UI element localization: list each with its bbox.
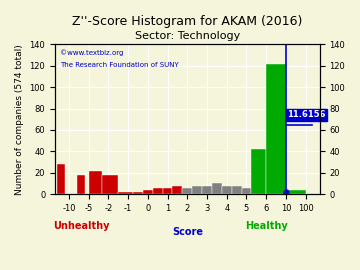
Bar xyxy=(118,192,133,194)
Bar xyxy=(57,164,65,194)
Bar xyxy=(163,188,172,194)
Bar xyxy=(172,185,183,194)
Bar xyxy=(89,171,102,194)
Bar xyxy=(192,185,202,194)
Title: Z''-Score Histogram for AKAM (2016): Z''-Score Histogram for AKAM (2016) xyxy=(72,15,302,28)
Text: Unhealthy: Unhealthy xyxy=(53,221,110,231)
Bar xyxy=(251,149,266,194)
Bar xyxy=(102,175,118,194)
Text: The Research Foundation of SUNY: The Research Foundation of SUNY xyxy=(60,62,179,68)
Bar xyxy=(242,188,251,194)
Bar xyxy=(143,190,153,194)
Bar xyxy=(286,190,306,194)
Bar xyxy=(202,185,212,194)
Y-axis label: Number of companies (574 total): Number of companies (574 total) xyxy=(15,44,24,195)
Bar xyxy=(133,192,143,194)
Text: Sector: Technology: Sector: Technology xyxy=(135,31,240,42)
Bar xyxy=(212,183,222,194)
Bar xyxy=(153,188,163,194)
Bar xyxy=(232,185,242,194)
Text: ©www.textbiz.org: ©www.textbiz.org xyxy=(60,49,124,56)
Text: Healthy: Healthy xyxy=(245,221,288,231)
Bar xyxy=(77,175,85,194)
Bar xyxy=(183,188,192,194)
Text: 11.6156: 11.6156 xyxy=(287,110,326,119)
Bar xyxy=(222,185,232,194)
Bar xyxy=(266,64,286,194)
X-axis label: Score: Score xyxy=(172,227,203,237)
